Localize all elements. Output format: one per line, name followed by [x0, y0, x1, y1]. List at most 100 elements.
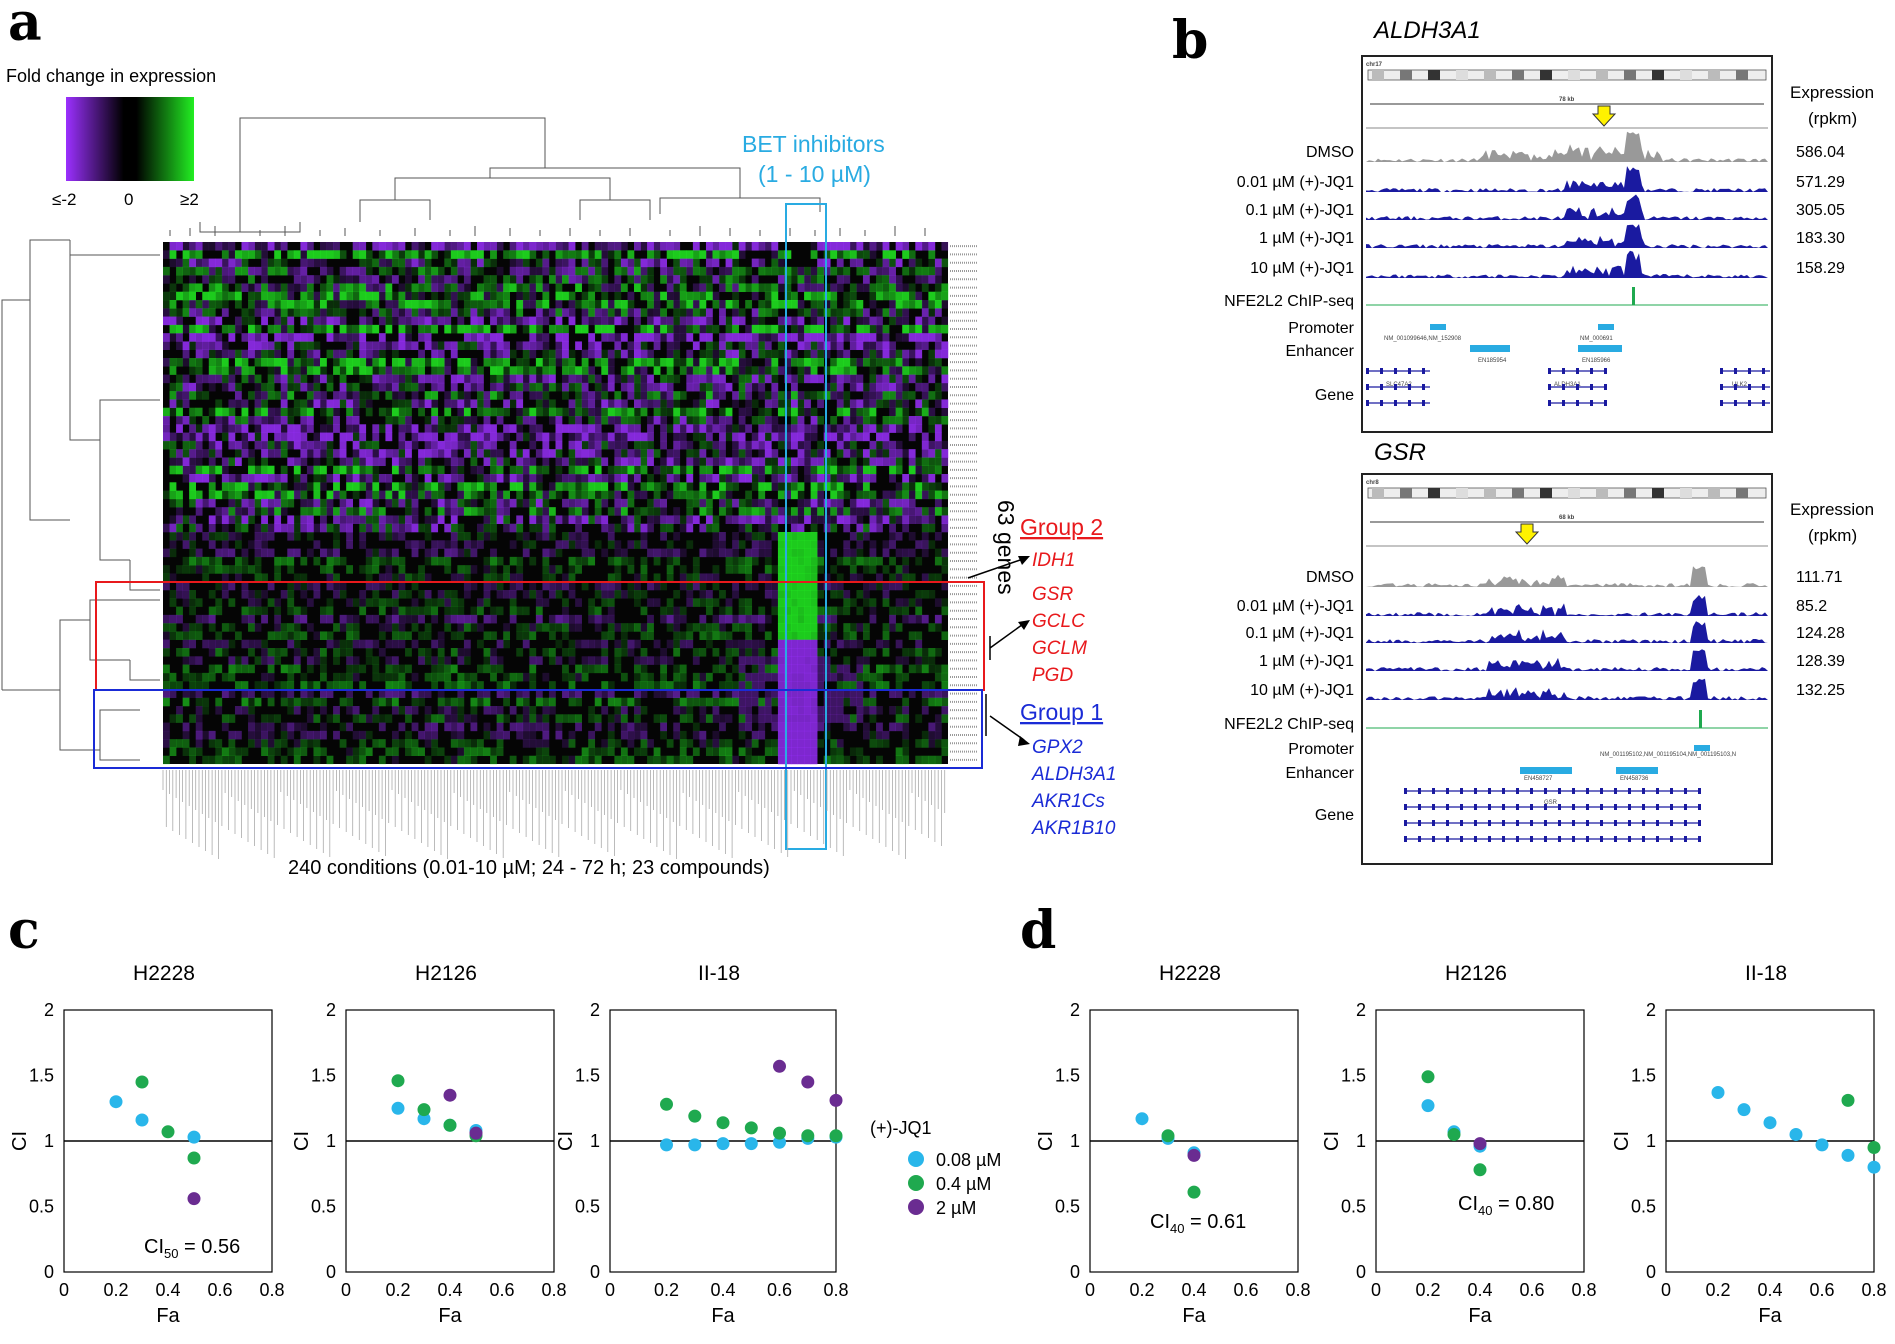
heatmap-cell: [686, 457, 694, 467]
heatmap-cell: [745, 366, 753, 375]
heatmap-cell: [784, 457, 792, 467]
heatmap-cell: [385, 308, 393, 317]
heatmap-cell: [228, 424, 236, 433]
heatmap-cell: [424, 515, 432, 525]
heatmap-cell: [457, 399, 465, 409]
heatmap-cell: [908, 283, 916, 293]
heatmap-cell: [692, 407, 700, 417]
heatmap-cell: [411, 242, 419, 251]
heatmap-cell: [823, 523, 831, 533]
heatmap-cell: [496, 656, 504, 665]
heatmap-cell: [195, 333, 203, 342]
heatmap-cell: [169, 532, 177, 541]
heatmap-cell: [189, 714, 197, 723]
heatmap-cell: [849, 639, 857, 649]
heatmap-cell: [634, 581, 641, 591]
heatmap-cell: [470, 308, 478, 317]
heatmap-cell: [758, 283, 766, 293]
heatmap-cell: [666, 349, 674, 359]
heatmap-cell: [463, 333, 471, 342]
heatmap-cell: [882, 275, 890, 284]
heatmap-cell: [666, 639, 674, 649]
heatmap-cell: [234, 532, 242, 541]
heatmap-cell: [548, 482, 556, 491]
heatmap-cell: [176, 498, 183, 508]
heatmap-cell: [627, 482, 635, 491]
heatmap-cell: [804, 573, 811, 583]
heatmap-cell: [490, 341, 497, 351]
heatmap-cell: [261, 457, 268, 467]
heatmap-cell: [267, 349, 275, 359]
heatmap-cell: [189, 639, 197, 649]
heatmap-cell: [915, 507, 923, 516]
heatmap-cell: [908, 258, 916, 268]
heatmap-cell: [562, 374, 569, 384]
heatmap-cell: [405, 681, 412, 690]
heatmap-cell: [424, 324, 432, 334]
heatmap-cell: [352, 407, 360, 417]
heatmap-cell: [385, 424, 393, 433]
heatmap-cell: [248, 316, 255, 326]
heatmap-cell: [902, 648, 910, 657]
heatmap-cell: [791, 581, 798, 591]
heatmap-cell: [372, 664, 380, 674]
heatmap-cell: [522, 358, 530, 367]
heatmap-cell: [836, 689, 844, 699]
heatmap-cell: [941, 416, 949, 425]
heatmap-cell: [869, 324, 877, 334]
heatmap-cell: [928, 664, 936, 674]
heatmap-cell: [791, 689, 798, 699]
heatmap-cell: [372, 697, 380, 707]
heatmap-cell: [823, 258, 831, 268]
heatmap-cell: [797, 498, 805, 508]
heatmap-cell: [686, 639, 694, 649]
heatmap-cell: [450, 457, 458, 467]
heatmap-cell: [908, 324, 916, 334]
heatmap-cell: [483, 432, 491, 442]
heatmap-cell: [529, 490, 537, 500]
heatmap-cell: [398, 706, 406, 715]
heatmap-cell: [234, 399, 242, 409]
heatmap-cell: [673, 457, 681, 467]
heatmap-cell: [777, 548, 785, 558]
heatmap-cell: [555, 291, 563, 301]
heatmap-cell: [889, 266, 896, 276]
heatmap-cell: [254, 300, 262, 309]
heatmap-cell: [745, 565, 753, 574]
heatmap-cell: [719, 416, 726, 425]
heatmap-cell: [228, 664, 236, 674]
heatmap-cell: [411, 358, 419, 367]
heatmap-cell: [483, 333, 491, 342]
heatmap-cell: [195, 440, 203, 450]
heatmap-cell: [234, 324, 242, 334]
heatmap-cell: [712, 242, 720, 251]
heatmap-cell: [261, 474, 268, 483]
heatmap-cell: [634, 465, 641, 475]
heatmap-cell: [333, 590, 340, 599]
heatmap-cell: [483, 440, 491, 450]
heatmap-cell: [882, 490, 890, 500]
heatmap-cell: [516, 498, 524, 508]
heatmap-cell: [934, 482, 942, 491]
heatmap-cell: [163, 697, 170, 707]
heatmap-cell: [758, 242, 766, 251]
heatmap-cell: [777, 714, 785, 723]
heatmap-cell: [326, 490, 334, 500]
heatmap-cell: [673, 300, 681, 309]
heatmap-cell: [594, 639, 602, 649]
heatmap-cell: [784, 598, 792, 607]
heatmap-cell: [908, 291, 916, 301]
heatmap-cell: [346, 399, 354, 409]
heatmap-cell: [418, 606, 425, 616]
heatmap-cell: [692, 341, 700, 351]
heatmap-cell: [189, 556, 197, 566]
heatmap-cell: [777, 540, 785, 549]
heatmap-cell: [542, 358, 550, 367]
heatmap-cell: [725, 366, 733, 375]
heatmap-cell: [463, 308, 471, 317]
heatmap-cell: [274, 407, 282, 417]
heatmap-cell: [817, 606, 825, 616]
heatmap-cell: [876, 266, 883, 276]
heatmap-cell: [876, 349, 883, 359]
heatmap-cell: [378, 722, 386, 732]
